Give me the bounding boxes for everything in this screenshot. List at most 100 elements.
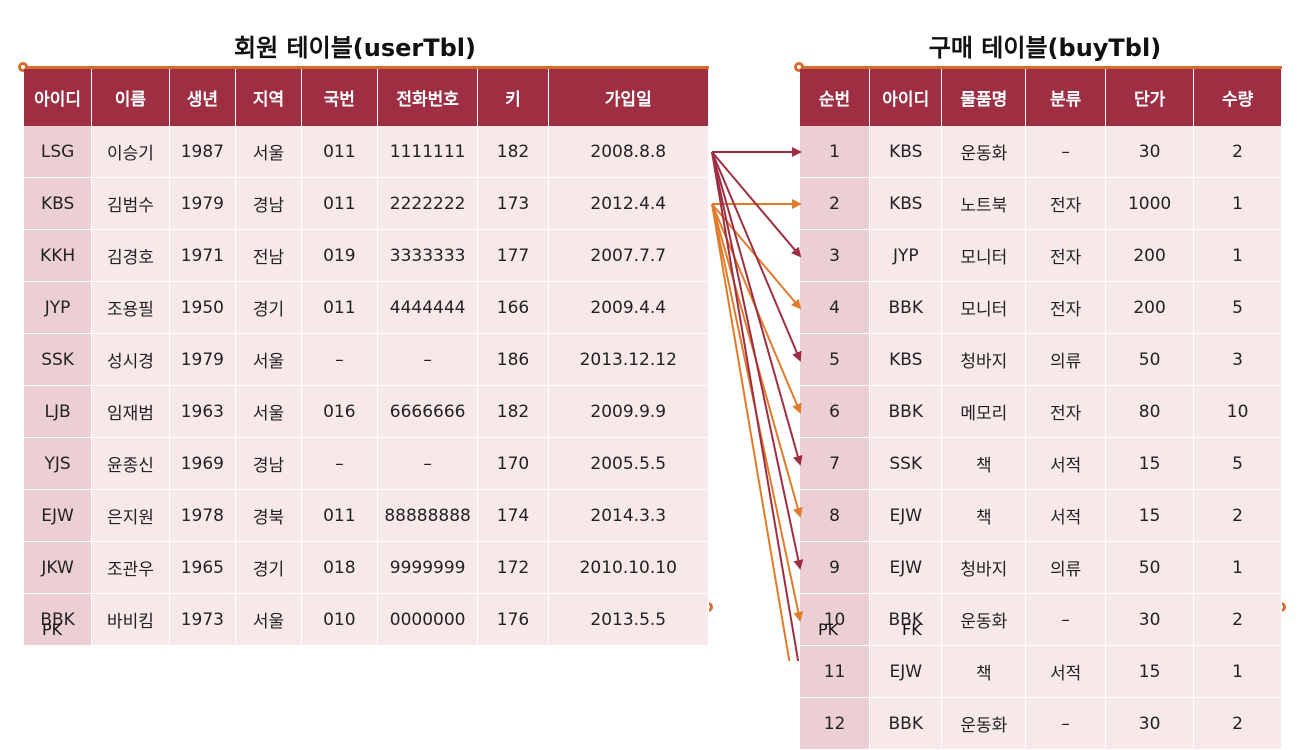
user_table-cell: 조용필: [92, 282, 170, 334]
user_table-header-4: 국번: [301, 69, 378, 126]
buy_table-cell: 4: [800, 282, 871, 334]
buy-fk-label: FK: [902, 620, 922, 639]
buy_table-cell: 80: [1106, 386, 1195, 438]
buy_table-cell: BBK: [870, 282, 943, 334]
buy_table-cell: 10: [1194, 386, 1282, 438]
table-row: KKH 김경호 1971 전남 019 3333333 177 2007.7.7: [24, 230, 709, 282]
buy-pk-label: PK: [818, 620, 839, 639]
user_table-cell: 서울: [236, 334, 302, 386]
user-table: 아이디 이름 생년 지역 국번 전화번호 키 가입일 LSG 이승기 1987 서울 011 11111…: [24, 69, 709, 646]
buy_table-cell: 1: [800, 126, 871, 178]
buy_table-header-3: 분류: [1026, 69, 1106, 126]
buy_table-cell: 모니터: [942, 230, 1027, 282]
buy_table-cell: KBS: [870, 126, 943, 178]
buy_table-cell: 7: [800, 438, 871, 490]
table-row: EJW 은지원 1978 경북 011 88888888 174 2014.3.3: [24, 490, 709, 542]
user_table-cell: 1963: [169, 386, 237, 438]
user-pk-label: PK: [42, 620, 63, 639]
user_table-cell: 016: [301, 386, 378, 438]
buy_table-cell: BBK: [870, 386, 943, 438]
user_table-cell: 3333333: [377, 230, 479, 282]
user_table-cell: 011: [301, 178, 378, 230]
user_table-cell: 바비킴: [92, 594, 170, 646]
user_table-cell: 011: [301, 126, 378, 178]
buy_table-cell: 청바지: [942, 334, 1027, 386]
table-row: JYP 조용필 1950 경기 011 4444444 166 2009.4.4: [24, 282, 709, 334]
buy_table-cell: 1: [1194, 178, 1282, 230]
buy_table-cell: 8: [800, 490, 871, 542]
table-row: LJB 임재범 1963 서울 016 6666666 182 2009.9.9: [24, 386, 709, 438]
user_table-cell: 1978: [169, 490, 237, 542]
buy_table-cell: –: [1026, 698, 1106, 750]
buy_table-header-2: 물품명: [942, 69, 1027, 126]
user_table-cell: 010: [301, 594, 378, 646]
buy_table-cell: 9: [800, 542, 871, 594]
buy_table-cell: 책: [942, 438, 1027, 490]
user_table-cell: 2012.4.4: [548, 178, 709, 230]
buy_table-cell: EJW: [870, 490, 943, 542]
buy_table-cell: 책: [942, 490, 1027, 542]
user_table-cell: 019: [301, 230, 378, 282]
relationship-arrow: [711, 151, 803, 466]
table-row: 10 BBK 운동화 –30 2: [800, 594, 1282, 646]
buy_table-cell: EJW: [870, 542, 943, 594]
buy_table-cell: 2: [800, 178, 871, 230]
user_table-cell: 김범수: [92, 178, 170, 230]
user_table-cell: 2222222: [377, 178, 479, 230]
buy_table-cell: 운동화: [942, 698, 1027, 750]
relationship-arrow: [711, 151, 800, 661]
buy_table-cell: –: [1026, 594, 1106, 646]
buy_table-cell: 50: [1106, 334, 1195, 386]
buy_table-cell: 청바지: [942, 542, 1027, 594]
buy-table: 순번 아이디 물품명 분류 단가 수량 1 KBS 운동화 –30 2 2 KBS 노트북 전자 1000 1…: [800, 69, 1282, 750]
user_table-header-7: 가입일: [548, 69, 709, 126]
table-row: 12 BBK 운동화 –30 2: [800, 698, 1282, 750]
user_table-cell: –: [377, 438, 479, 490]
buy_table-cell: 50: [1106, 542, 1195, 594]
user_table-cell: 2009.4.4: [548, 282, 709, 334]
buy_table-cell: 15: [1106, 490, 1195, 542]
buy-top-endpoint: [794, 62, 804, 72]
user_table-cell: JYP: [24, 282, 93, 334]
user_table-cell: YJS: [24, 438, 93, 490]
user_table-cell: 조관우: [92, 542, 170, 594]
user_table-cell: 2009.9.9: [548, 386, 709, 438]
user_table-cell: 임재범: [92, 386, 170, 438]
user_table-cell: 은지원: [92, 490, 170, 542]
buy_table-cell: 의류: [1026, 542, 1106, 594]
buy_table-cell: 2: [1194, 126, 1282, 178]
user-table-title: 회원 테이블(userTbl): [234, 34, 476, 62]
user_table-cell: 1969: [169, 438, 237, 490]
user_table-cell: 182: [478, 126, 549, 178]
user_table-cell: 173: [478, 178, 549, 230]
buy_table-cell: 200: [1106, 282, 1195, 334]
buy_table-cell: BBK: [870, 698, 943, 750]
buy_table-cell: 2: [1194, 594, 1282, 646]
user_table-header-3: 지역: [236, 69, 302, 126]
buy_table-cell: 서적: [1026, 490, 1106, 542]
user_table-cell: 170: [478, 438, 549, 490]
user_table-header-0: 아이디: [24, 69, 93, 126]
relationship-arrow: [711, 151, 804, 570]
user_table-cell: –: [301, 334, 378, 386]
user_table-cell: 011: [301, 282, 378, 334]
user_table-cell: 2008.8.8: [548, 126, 709, 178]
buy_table-cell: 5: [1194, 282, 1282, 334]
user_table-cell: 9999999: [377, 542, 479, 594]
user_table-cell: 1987: [169, 126, 237, 178]
buy_table-cell: 모니터: [942, 282, 1027, 334]
buy_table-cell: 의류: [1026, 334, 1106, 386]
user_table-cell: 서울: [236, 126, 302, 178]
user_table-cell: 2005.5.5: [548, 438, 709, 490]
relationship-arrow: [711, 151, 802, 362]
user_table-cell: EJW: [24, 490, 93, 542]
user_table-cell: 011: [301, 490, 378, 542]
buy_table-header-0: 순번: [800, 69, 871, 126]
user_table-cell: –: [301, 438, 378, 490]
relationship-arrows: [711, 147, 804, 661]
user_table-cell: 0000000: [377, 594, 479, 646]
user_table-cell: 018: [301, 542, 378, 594]
table-row: 2 KBS 노트북 전자 1000 1: [800, 178, 1282, 230]
user_table-cell: 88888888: [377, 490, 479, 542]
table-row: 9 EJW 청바지 의류 50 1: [800, 542, 1282, 594]
